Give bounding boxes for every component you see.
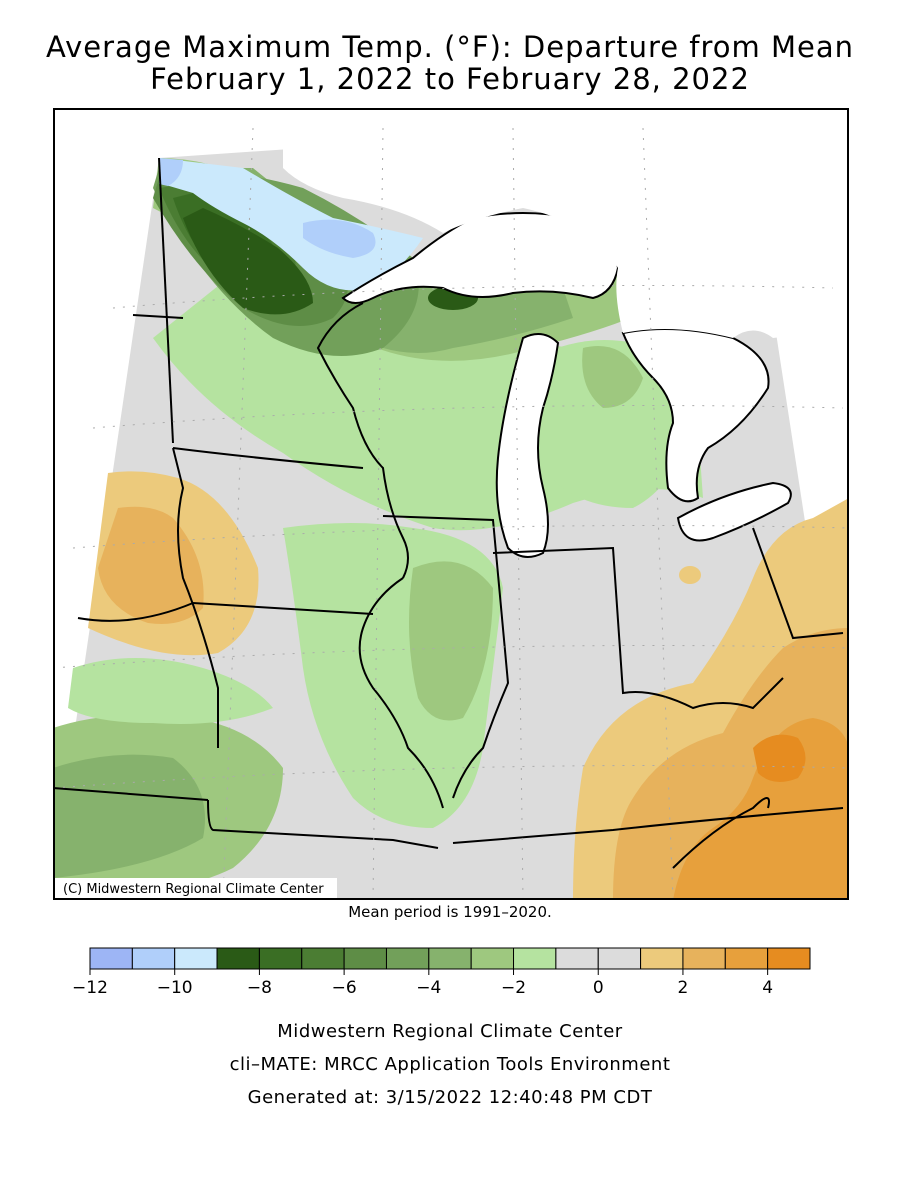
map-frame: [53, 108, 849, 900]
legend-swatch: [513, 947, 557, 970]
contour-cold-north: [159, 158, 423, 291]
legend-tick-label: −8: [247, 978, 272, 998]
contour-warm-ohio-spot: [679, 566, 701, 584]
legend-swatch: [767, 947, 811, 970]
legend-swatch: [258, 947, 303, 970]
contour-cool-southwest-inner: [53, 754, 205, 878]
legend-tick-label: −6: [332, 978, 357, 998]
legend-swatch: [216, 947, 260, 970]
footer-application: cli–MATE: MRCC Application Tools Environ…: [229, 1054, 671, 1075]
contour-cold-corner: [159, 158, 183, 186]
legend-tick-label: −12: [72, 978, 108, 998]
legend-swatch: [385, 947, 430, 970]
legend-swatch: [131, 947, 176, 970]
legend-swatch: [470, 947, 515, 970]
legend-tick-label: 0: [593, 978, 604, 998]
color-legend: −12 −10 −8 −6 −4 −2 0 2 4: [72, 947, 811, 998]
legend-swatch: [640, 947, 684, 970]
canada-region: [283, 108, 849, 338]
lake-huron: [621, 328, 770, 503]
legend-swatch: [174, 947, 218, 970]
contour-cold-north-inner: [303, 219, 376, 258]
contour-cool-michigan: [529, 340, 693, 508]
contour-cool-nebraska: [68, 658, 273, 724]
legend-swatch: [597, 947, 642, 970]
mean-period-note: Mean period is 1991–2020.: [348, 903, 552, 921]
lake-erie: [676, 481, 792, 542]
legend-tick-label: 4: [762, 978, 773, 998]
copyright-box: [55, 878, 337, 898]
legend-swatch: [682, 947, 726, 970]
contour-warm-southeast-core: [753, 734, 806, 782]
legend-swatch: [428, 947, 472, 970]
lake-superior: [341, 212, 620, 304]
legend-tick-label: −2: [501, 978, 526, 998]
legend-tick-label: −10: [157, 978, 193, 998]
legend-swatch: [343, 947, 387, 970]
footer-organization: Midwestern Regional Climate Center: [277, 1021, 623, 1042]
legend-tick-label: 2: [678, 978, 689, 998]
lake-michigan: [495, 333, 560, 558]
graticule: [53, 127, 849, 900]
footer-generated-time: Generated at: 3/15/2022 12:40:48 PM CDT: [247, 1087, 653, 1108]
legend-swatch: [555, 947, 599, 970]
legend-tick-label: −4: [416, 978, 441, 998]
legend-ticks: −12 −10 −8 −6 −4 −2 0 2 4: [72, 969, 773, 998]
contour-warm-southeast-deep: [673, 718, 849, 900]
legend-swatch: [89, 947, 133, 970]
legend-swatch: [724, 947, 769, 970]
copyright-text: (C) Midwestern Regional Climate Center: [63, 882, 324, 897]
map-date-range: February 1, 2022 to February 28, 2022: [150, 62, 750, 96]
map-title: Average Maximum Temp. (°F): Departure fr…: [45, 30, 855, 64]
state-boundaries: [53, 157, 844, 869]
contour-cool-michigan-inner: [582, 346, 643, 408]
contour-cool-illinois-inner: [409, 561, 493, 721]
temperature-departure-map: (C) Midwestern Regional Climate Center: [53, 108, 849, 900]
legend-swatch: [301, 947, 345, 970]
contour-cool-north-7: [183, 208, 313, 315]
legend-swatches: [89, 947, 811, 970]
